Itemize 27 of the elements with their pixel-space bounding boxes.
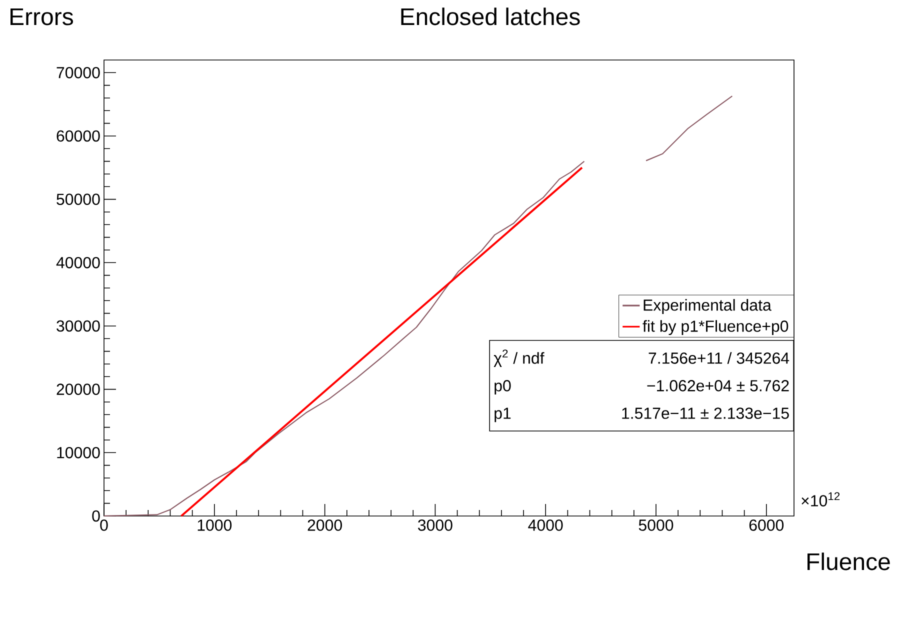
text: ×10$^{12}$ — [802, 492, 840, 506]
y-axis-title: Errors — [10, 8, 74, 26]
y-tick-label: 30000 — [56, 320, 100, 332]
annotation: 1.517e−11 ± 2.133e−15 — [622, 408, 789, 419]
x-tick-label: 3000 — [418, 520, 452, 531]
y-tick-label: 70000 — [56, 67, 100, 78]
y-tick-label: 0 — [92, 510, 100, 522]
legend-label: fit by p1*Fluence+p0 — [642, 320, 788, 336]
x-tick-label: 5000 — [638, 520, 674, 531]
legend-label: Experimental data — [644, 299, 772, 314]
annotation: p1 — [494, 408, 511, 422]
annotation: p0 — [494, 380, 511, 395]
x-tick-label: 2000 — [308, 520, 342, 531]
y-tick-label: 60000 — [56, 130, 100, 142]
chart-title: Enclosed latches — [401, 8, 580, 26]
y-tick-label: 20000 — [56, 384, 100, 395]
y-tick-label: 50000 — [56, 194, 100, 205]
annotation: −1.062e+04 ± 5.762 — [647, 380, 789, 392]
annotation: χ$^{2}$ / ndf — [494, 350, 544, 367]
x-tick-label: 4000 — [528, 520, 563, 531]
x-tick-label: 0 — [100, 520, 108, 531]
y-tick-label: 40000 — [56, 256, 100, 268]
x-tick-label: 1000 — [198, 520, 232, 531]
x-tick-label: 6000 — [749, 520, 784, 531]
y-tick-label: 10000 — [57, 446, 100, 458]
x-axis-title: Fluence — [808, 552, 890, 570]
annotation: 7.156e+11 / 345264 — [648, 352, 790, 364]
